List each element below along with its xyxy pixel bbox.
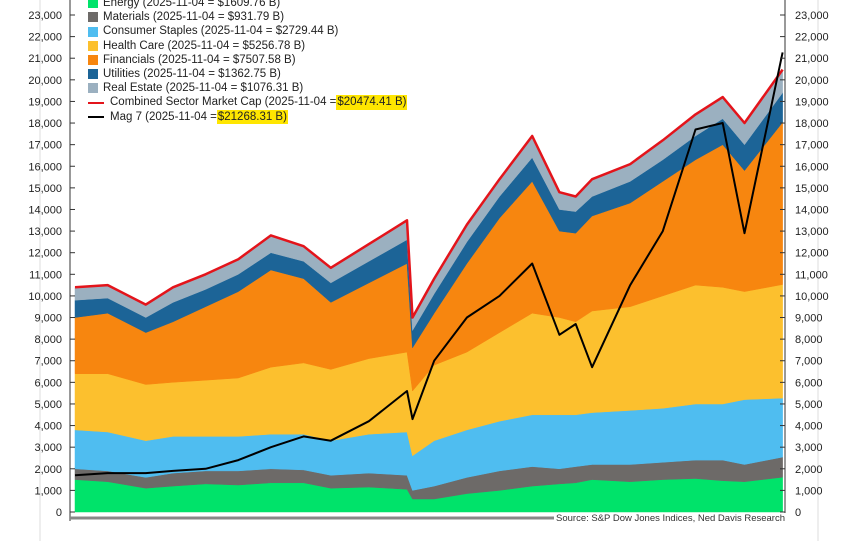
y-tick-label-right: 21,000 [795, 53, 829, 65]
y-tick-label-left: 4,000 [34, 421, 62, 433]
legend-item-materials: Materials (2025-11-04 = $931.79 B) [88, 10, 407, 24]
y-tick-label-left: 21,000 [28, 53, 62, 65]
legend-item-health-care: Health Care (2025-11-04 = $5256.78 B) [88, 39, 407, 53]
y-tick-label-right: 7,000 [795, 356, 823, 368]
real-estate-swatch [88, 83, 98, 94]
y-tick-label-left: 16,000 [28, 161, 62, 173]
y-tick-label-left: 1,000 [34, 485, 62, 497]
y-tick-label-right: 0 [795, 507, 801, 519]
y-tick-label-right: 3,000 [795, 442, 823, 454]
y-tick-label-right: 19,000 [795, 96, 829, 108]
materials-swatch [88, 12, 98, 23]
y-tick-label-left: 23,000 [28, 10, 62, 22]
y-tick-label-left: 3,000 [34, 442, 62, 454]
y-tick-label-left: 13,000 [28, 226, 62, 238]
y-tick-label-right: 11,000 [795, 269, 828, 281]
legend-item-mag7: Mag 7 (2025-11-04 = $21268.31 B) [88, 109, 407, 124]
health-care-swatch [88, 40, 98, 51]
y-tick-label-left: 20,000 [28, 75, 62, 87]
y-tick-label-right: 6,000 [795, 377, 823, 389]
y-tick-label-left: 10,000 [28, 291, 62, 303]
source-note: Source: S&P Dow Jones Indices, Ned Davis… [554, 513, 787, 524]
y-tick-label-right: 5,000 [795, 399, 823, 411]
y-tick-label-right: 13,000 [795, 226, 829, 238]
legend-item-utilities: Utilities (2025-11-04 = $1362.75 B) [88, 67, 407, 81]
y-tick-label-left: 19,000 [28, 96, 62, 108]
y-tick-label-left: 7,000 [34, 356, 62, 368]
y-tick-label-left: 5,000 [34, 399, 62, 411]
y-tick-label-right: 12,000 [795, 248, 829, 260]
y-tick-label-right: 16,000 [795, 161, 829, 173]
combined-line-swatch [88, 101, 104, 104]
y-tick-label-left: 9,000 [34, 313, 62, 325]
y-tick-label-left: 6,000 [34, 377, 62, 389]
y-tick-label-left: 18,000 [28, 118, 62, 130]
y-tick-label-right: 23,000 [795, 10, 829, 22]
utilities-swatch [88, 69, 98, 80]
legend-item-real-estate: Real Estate (2025-11-04 = $1076.31 B) [88, 81, 407, 95]
legend-item-energy: Energy (2025-11-04 = $1609.76 B) [88, 0, 407, 10]
mag7-line-swatch [88, 115, 104, 118]
y-tick-label-right: 14,000 [795, 204, 829, 216]
consumer-staples-swatch [88, 26, 98, 37]
y-tick-label-right: 4,000 [795, 421, 823, 433]
y-tick-label-left: 2,000 [34, 464, 62, 476]
y-tick-label-left: 14,000 [28, 204, 62, 216]
y-tick-label-left: 22,000 [28, 32, 62, 44]
y-tick-label-left: 15,000 [28, 183, 62, 195]
mag7-line [74, 52, 784, 477]
legend-item-financials: Financials (2025-11-04 = $7507.58 B) [88, 53, 407, 67]
combined-market-cap-line [74, 68, 784, 319]
legend-item-combined: Combined Sector Market Cap (2025-11-04 =… [88, 95, 408, 110]
y-tick-label-right: 10,000 [795, 291, 829, 303]
legend: Energy (2025-11-04 = $1609.76 B) Materia… [88, 0, 408, 124]
y-tick-label-right: 1,000 [795, 485, 823, 497]
y-tick-label-right: 15,000 [795, 183, 829, 195]
y-tick-label-left: 17,000 [28, 140, 62, 152]
legend-item-consumer-staples: Consumer Staples (2025-11-04 = $2729.44 … [88, 24, 407, 38]
y-tick-label-right: 17,000 [795, 140, 829, 152]
energy-swatch [88, 0, 98, 9]
y-tick-label-right: 22,000 [795, 32, 829, 44]
y-tick-label-left: 11,000 [29, 269, 62, 281]
y-tick-label-right: 2,000 [795, 464, 823, 476]
y-tick-label-right: 9,000 [795, 313, 823, 325]
y-tick-label-left: 0 [56, 507, 62, 519]
y-tick-label-right: 18,000 [795, 118, 829, 130]
y-tick-label-right: 8,000 [795, 334, 823, 346]
financials-swatch [88, 54, 98, 65]
y-tick-label-left: 12,000 [28, 248, 62, 260]
y-tick-label-left: 8,000 [34, 334, 62, 346]
y-tick-label-right: 20,000 [795, 75, 829, 87]
